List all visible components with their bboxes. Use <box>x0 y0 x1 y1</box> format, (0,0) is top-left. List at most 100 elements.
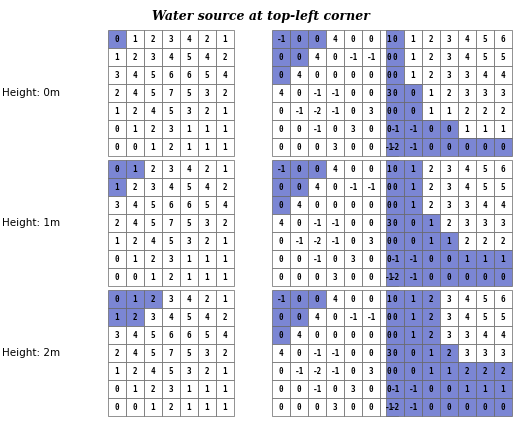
Text: 0: 0 <box>393 34 398 43</box>
Text: 3: 3 <box>351 254 355 263</box>
Text: -1: -1 <box>384 142 394 151</box>
Text: 0: 0 <box>115 272 119 281</box>
Text: -2: -2 <box>390 142 400 151</box>
Text: 2: 2 <box>465 366 469 375</box>
Bar <box>494 380 512 398</box>
Text: 4: 4 <box>465 182 469 191</box>
Bar <box>422 380 440 398</box>
Text: 4: 4 <box>279 348 283 357</box>
Text: 5: 5 <box>169 106 173 115</box>
Bar <box>126 326 144 344</box>
Text: 5: 5 <box>482 182 487 191</box>
Text: 0: 0 <box>387 254 391 263</box>
Bar <box>162 66 180 84</box>
Text: 0: 0 <box>501 272 505 281</box>
Bar <box>144 102 162 120</box>
Bar <box>458 30 476 48</box>
Text: 1: 1 <box>151 272 155 281</box>
Text: -1: -1 <box>294 106 304 115</box>
Bar <box>476 30 494 48</box>
Text: 0: 0 <box>296 294 301 303</box>
Bar <box>216 30 234 48</box>
Bar <box>216 214 234 232</box>
Bar <box>344 196 362 214</box>
Bar <box>290 160 308 178</box>
Text: 0: 0 <box>387 124 391 133</box>
Text: 1: 1 <box>205 272 209 281</box>
Bar <box>476 178 494 196</box>
Bar <box>404 138 422 156</box>
Text: 5: 5 <box>205 200 209 209</box>
Text: 3: 3 <box>465 70 469 79</box>
Bar <box>180 178 198 196</box>
Bar <box>326 66 344 84</box>
Text: 2: 2 <box>482 106 487 115</box>
Bar <box>326 102 344 120</box>
Text: 2: 2 <box>151 124 155 133</box>
Text: 3: 3 <box>501 218 505 227</box>
Text: 6: 6 <box>169 70 173 79</box>
Text: 1: 1 <box>411 294 415 303</box>
Text: 0: 0 <box>387 106 391 115</box>
Text: 0: 0 <box>351 348 355 357</box>
Bar <box>362 66 380 84</box>
Bar <box>162 290 180 308</box>
Bar <box>290 268 308 286</box>
Bar <box>476 48 494 66</box>
Bar <box>144 232 162 250</box>
Text: 2: 2 <box>151 294 155 303</box>
Bar <box>386 30 404 48</box>
Text: 0: 0 <box>333 70 337 79</box>
Bar <box>144 196 162 214</box>
Text: 0: 0 <box>351 218 355 227</box>
Text: 1: 1 <box>429 218 433 227</box>
Bar <box>290 398 308 416</box>
Text: 2: 2 <box>446 348 451 357</box>
Bar <box>126 120 144 138</box>
Text: -1: -1 <box>313 88 321 97</box>
Text: 0: 0 <box>315 164 319 173</box>
Text: 1: 1 <box>446 106 451 115</box>
Bar <box>126 250 144 268</box>
Text: 0: 0 <box>279 384 283 393</box>
Text: 0: 0 <box>411 88 415 97</box>
Bar <box>308 290 326 308</box>
Bar <box>386 398 404 416</box>
Bar <box>180 160 198 178</box>
Text: 0: 0 <box>333 330 337 339</box>
Text: 1: 1 <box>205 384 209 393</box>
Text: -1: -1 <box>313 124 321 133</box>
Text: 0: 0 <box>393 366 398 375</box>
Bar <box>362 48 380 66</box>
Text: 1: 1 <box>387 164 391 173</box>
Bar <box>440 30 458 48</box>
Bar <box>216 308 234 326</box>
Text: 0: 0 <box>296 124 301 133</box>
Text: 1: 1 <box>411 182 415 191</box>
Text: 1: 1 <box>187 254 191 263</box>
Bar <box>494 102 512 120</box>
Bar <box>162 84 180 102</box>
Bar <box>386 362 404 380</box>
Text: 0: 0 <box>387 384 391 393</box>
Bar <box>386 214 404 232</box>
Text: 5: 5 <box>482 312 487 321</box>
Bar <box>362 196 380 214</box>
Bar <box>422 178 440 196</box>
Bar <box>108 160 126 178</box>
Text: 0: 0 <box>315 402 319 411</box>
Bar <box>458 102 476 120</box>
Bar <box>126 308 144 326</box>
Text: 1: 1 <box>151 402 155 411</box>
Bar <box>198 214 216 232</box>
Text: 0: 0 <box>279 52 283 61</box>
Bar <box>144 308 162 326</box>
Bar <box>108 380 126 398</box>
Text: 0: 0 <box>315 70 319 79</box>
Bar <box>308 160 326 178</box>
Text: 5: 5 <box>482 52 487 61</box>
Text: 0: 0 <box>296 142 301 151</box>
Text: 3: 3 <box>465 200 469 209</box>
Text: 3: 3 <box>369 366 374 375</box>
Text: 3: 3 <box>465 330 469 339</box>
